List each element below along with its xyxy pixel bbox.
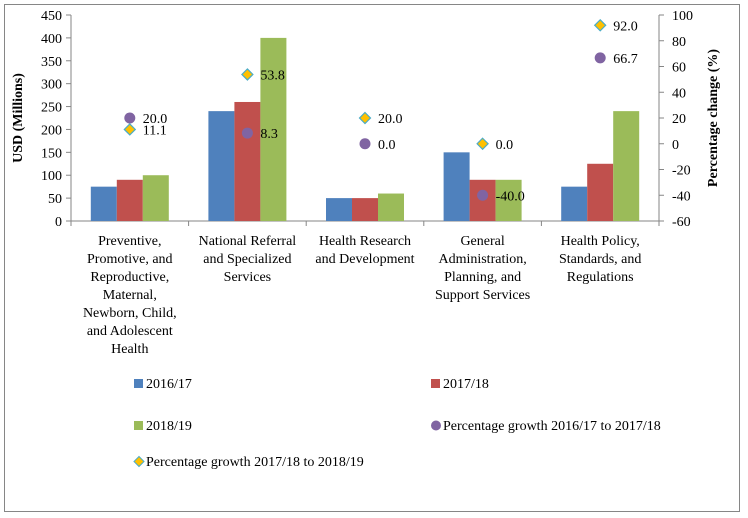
growth-point-2017-18-to-2018-19 (476, 137, 489, 151)
legend-label: 2017/18 (443, 377, 489, 392)
right-axis-tick-label: 40 (672, 86, 686, 101)
legend-swatch (134, 379, 143, 388)
category-label: Newborn, Child, (83, 306, 177, 321)
category-label: Services (224, 270, 271, 285)
legend-swatch (431, 379, 440, 388)
legend-swatch (133, 455, 145, 468)
legend-label: 2018/19 (146, 419, 192, 434)
left-axis-tick-label: 50 (48, 192, 62, 207)
growth-point-2017-18-to-2018-19 (241, 68, 254, 81)
left-axis-tick-label: 0 (55, 215, 62, 230)
category-label: and Specialized (203, 252, 291, 267)
data-label: 0.0 (496, 138, 513, 153)
bar-2016-17 (443, 152, 470, 221)
growth-point-2016-17-to-2017-18 (124, 112, 136, 124)
category-label: Health Policy, (561, 234, 640, 249)
data-label: 20.0 (378, 112, 403, 127)
bar-2018-19 (378, 193, 404, 221)
category-label: Promotive, and (87, 252, 173, 267)
bar-2017-18 (587, 163, 614, 221)
bar-2018-19 (142, 175, 169, 221)
growth-point-2017-18-to-2018-19 (123, 123, 137, 136)
bar-2016-17 (561, 186, 588, 221)
category-label: Health Research (319, 234, 411, 249)
right-axis-tick-label: 20 (672, 112, 686, 127)
category-label: Reproductive, (90, 270, 169, 285)
category-label: Planning, and (444, 270, 521, 285)
category-label: Preventive, (98, 234, 161, 249)
bar-2018-19 (495, 179, 522, 221)
legend-label: 2016/17 (146, 377, 192, 392)
category-label: and Adolescent (87, 324, 173, 339)
legend-swatch (431, 420, 441, 431)
category-label: General (460, 234, 504, 249)
category-label: Standards, and (559, 252, 641, 267)
category-label: Maternal, (103, 288, 157, 303)
category-label: Regulations (567, 270, 634, 285)
bar-2016-17 (90, 186, 117, 221)
left-axis-tick-label: 400 (41, 32, 62, 47)
left-axis-tick-label: 300 (41, 78, 62, 93)
growth-point-2016-17-to-2017-18 (477, 189, 489, 201)
category-label: Health (111, 342, 148, 357)
data-label: 11.1 (143, 123, 167, 138)
data-label: 8.3 (260, 127, 278, 142)
growth-point-2016-17-to-2017-18 (241, 127, 253, 139)
bar-2017-18 (116, 179, 143, 221)
left-axis-tick-label: 100 (41, 169, 62, 184)
growth-point-2016-17-to-2017-18 (594, 52, 606, 64)
data-label: 92.0 (613, 19, 638, 34)
left-axis-tick-label: 150 (41, 146, 62, 161)
right-axis-tick-label: 100 (672, 9, 693, 24)
bar-2017-18 (234, 101, 261, 221)
category-label: National Referral (199, 234, 297, 249)
category-label: and Development (315, 252, 414, 267)
chart-frame (4, 4, 740, 512)
data-label: 0.0 (378, 138, 396, 153)
bar-2018-19 (260, 37, 287, 222)
bar-2016-17 (208, 111, 235, 221)
left-axis-tick-label: 350 (41, 55, 62, 70)
category-label: Support Services (435, 288, 530, 303)
left-axis-tick-label: 250 (41, 101, 62, 116)
growth-point-2017-18-to-2018-19 (593, 18, 607, 32)
growth-point-2016-17-to-2017-18 (359, 138, 371, 150)
bar-2017-18 (352, 198, 378, 221)
bar-2018-19 (613, 111, 640, 221)
legend-label: Percentage growth 2017/18 to 2018/19 (146, 455, 364, 470)
legend-swatch (134, 421, 143, 430)
legend-label: Percentage growth 2016/17 to 2017/18 (443, 419, 661, 434)
right-axis-title: Percentage change (%) (706, 49, 721, 187)
data-label: 20.0 (143, 112, 168, 127)
bar-2016-17 (326, 198, 352, 221)
right-axis-tick-label: -60 (672, 215, 691, 230)
growth-point-2017-18-to-2018-19 (358, 111, 372, 125)
right-axis-tick-label: 0 (672, 138, 679, 153)
left-axis-tick-label: 200 (41, 123, 62, 138)
right-axis-tick-label: 80 (672, 35, 686, 50)
data-label: 53.8 (260, 68, 285, 83)
data-label: -40.0 (496, 189, 525, 204)
left-axis-tick-label: 450 (41, 9, 62, 24)
data-label: 66.7 (613, 52, 638, 67)
right-axis-tick-label: -20 (672, 164, 691, 179)
category-label: Administration, (438, 252, 526, 267)
right-axis-tick-label: -40 (672, 189, 691, 204)
left-axis-title: USD (Millions) (11, 73, 26, 163)
right-axis-tick-label: 60 (672, 61, 686, 76)
